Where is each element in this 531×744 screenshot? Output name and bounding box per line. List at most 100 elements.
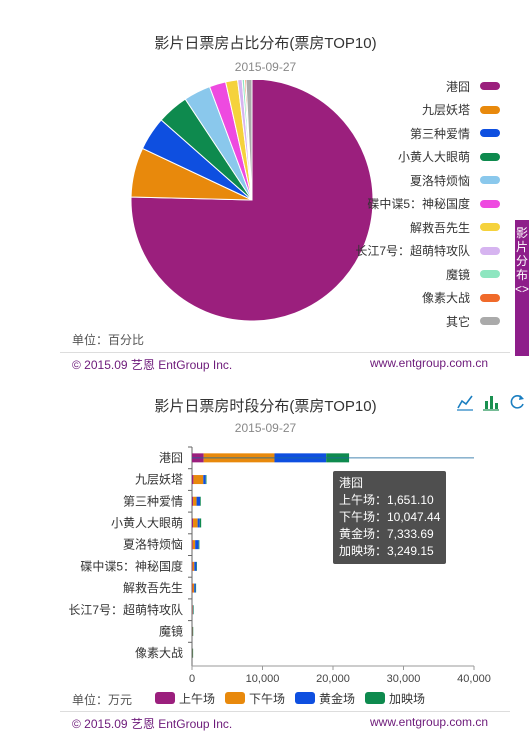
bar-segment[interactable] <box>195 583 197 593</box>
bar-segment[interactable] <box>194 583 196 593</box>
pie-legend-label: 其它 <box>445 314 470 329</box>
footer-right-bottom[interactable]: www.entgroup.com.cn <box>370 715 489 729</box>
pie-slice[interactable] <box>245 80 253 201</box>
pie-chart-title: 影片日票房占比分布(票房TOP10) <box>154 35 377 52</box>
bar-segment[interactable] <box>192 605 193 615</box>
pie-legend-label: 碟中谍5：神秘国度 <box>367 197 470 211</box>
pie-unit-label: 单位：百分比 <box>72 333 145 347</box>
tooltip-line: 黄金场：7,333.69 <box>339 527 434 541</box>
x-tick-label: 30,000 <box>387 673 421 685</box>
tooltip-line: 下午场：10,047.44 <box>339 510 441 524</box>
bar-segment[interactable] <box>193 475 204 485</box>
bar-segment[interactable] <box>192 583 195 593</box>
bar-segment[interactable] <box>192 648 194 658</box>
pie-legend-label: 像素大战 <box>421 291 470 305</box>
divider <box>60 711 510 712</box>
pie-legend-label: 港囧 <box>445 79 470 94</box>
pie-legend-item[interactable]: 港囧 <box>446 76 500 96</box>
pie-legend-item[interactable]: 小黄人大眼萌 <box>398 147 500 167</box>
bar-legend-swatch <box>155 692 175 704</box>
bar-segment[interactable] <box>196 496 201 506</box>
bar-legend: 上午场 下午场 黄金场 加映场 <box>155 689 495 707</box>
bar-segment[interactable] <box>196 561 197 571</box>
bar-segment[interactable] <box>195 540 199 550</box>
refresh-icon[interactable] <box>508 393 526 411</box>
pie-chart-subtitle: 2015-09-27 <box>234 60 297 74</box>
footer-left-bottom: © 2015.09 艺恩 EntGroup Inc. <box>72 717 233 731</box>
line-chart-icon[interactable] <box>456 393 474 411</box>
y-category-label: 港囧 <box>159 451 183 465</box>
bar-legend-label: 上午场 <box>179 691 216 706</box>
bar-segment[interactable] <box>193 605 194 615</box>
pie-legend-item[interactable]: 像素大战 <box>422 288 500 308</box>
divider <box>60 352 510 353</box>
bar-segment[interactable] <box>203 475 206 485</box>
bar-legend-item[interactable]: 加映场 <box>365 689 425 707</box>
bar-segment[interactable] <box>193 518 198 528</box>
pie-legend-label: 夏洛特烦恼 <box>409 173 470 188</box>
pie-legend-label: 解救吾先生 <box>409 220 470 235</box>
pie-legend-item[interactable]: 解救吾先生 <box>410 217 500 237</box>
pie-slice[interactable] <box>130 80 374 322</box>
x-tick-label: 20,000 <box>316 673 350 685</box>
bar-segment[interactable] <box>192 561 195 571</box>
bar-segment[interactable] <box>205 475 207 485</box>
side-tab[interactable]: 影片分布<> <box>515 220 529 356</box>
pie-legend-item[interactable]: 长江7号：超萌特攻队 <box>355 241 500 261</box>
bar-chart: 0 10,000 20,000 30,000 40,000港囧九层妖塔第三种爱情小黄人大… <box>68 446 491 685</box>
pie-legend-swatch <box>480 176 500 184</box>
tooltip-line: 加映场：3,249.15 <box>339 544 434 558</box>
pie-legend-swatch <box>480 82 500 90</box>
pie-slice[interactable] <box>241 80 253 201</box>
pie-legend-item[interactable]: 魔镜 <box>446 264 500 284</box>
bar-chart-subtitle: 2015-09-27 <box>234 421 297 435</box>
bar-segment[interactable] <box>200 496 201 506</box>
bar-legend-swatch <box>225 692 245 704</box>
pie-legend-item[interactable]: 九层妖塔 <box>422 100 500 120</box>
bar-legend-label: 下午场 <box>249 691 286 706</box>
bar-segment[interactable] <box>192 518 194 528</box>
bar-segment[interactable] <box>199 518 202 528</box>
bar-segment[interactable] <box>193 496 197 506</box>
pie-legend-label: 第三种爱情 <box>409 126 470 141</box>
bar-segment[interactable] <box>192 626 193 636</box>
bar-legend-item[interactable]: 上午场 <box>155 689 215 707</box>
y-category-label: 夏洛特烦恼 <box>123 537 183 552</box>
pie-legend-label: 小黄人大眼萌 <box>397 150 470 164</box>
bar-segment[interactable] <box>194 561 197 571</box>
bar-segment[interactable] <box>192 583 193 593</box>
pie-legend-item[interactable]: 其它 <box>446 311 500 331</box>
pie-legend-item[interactable]: 第三种爱情 <box>410 123 500 143</box>
pie-chart <box>130 80 374 322</box>
bar-segment[interactable] <box>192 540 193 550</box>
bar-legend-label: 黄金场 <box>319 691 356 706</box>
y-category-label: 九层妖塔 <box>135 473 183 487</box>
bar-segment[interactable] <box>197 518 200 528</box>
bar-segment[interactable] <box>192 605 194 615</box>
bar-segment[interactable] <box>192 561 193 571</box>
bar-segment[interactable] <box>198 540 200 550</box>
bar-segment[interactable] <box>192 626 194 636</box>
pie-legend-item[interactable]: 碟中谍5：神秘国度 <box>367 194 500 214</box>
pie-legend-swatch <box>480 270 500 278</box>
bar-segment[interactable] <box>192 540 196 550</box>
bar-legend-item[interactable]: 黄金场 <box>295 689 355 707</box>
bar-chart-title: 影片日票房时段分布(票房TOP10) <box>154 398 377 415</box>
pie-legend-swatch <box>480 246 500 255</box>
pie-legend-item[interactable]: 夏洛特烦恼 <box>410 170 500 190</box>
bar-segment[interactable] <box>192 496 194 506</box>
bar-segment[interactable] <box>192 475 194 485</box>
pie-legend-swatch <box>480 293 500 302</box>
bar-chart-icon[interactable] <box>482 393 500 411</box>
x-tick-label: 40,000 <box>457 673 491 685</box>
pie-slice[interactable] <box>225 80 253 201</box>
pie-legend-swatch <box>480 317 500 325</box>
tooltip-line: 上午场：1,651.10 <box>339 493 434 507</box>
footer-right-top[interactable]: www.entgroup.com.cn <box>370 356 489 370</box>
bar-legend-item[interactable]: 下午场 <box>225 689 285 707</box>
bar-unit-label: 单位：万元 <box>72 693 133 707</box>
x-tick-label: 10,000 <box>246 673 280 685</box>
pie-legend-label: 九层妖塔 <box>421 103 470 117</box>
x-tick-label: 0 <box>189 673 195 685</box>
bar-segment[interactable] <box>192 648 193 658</box>
